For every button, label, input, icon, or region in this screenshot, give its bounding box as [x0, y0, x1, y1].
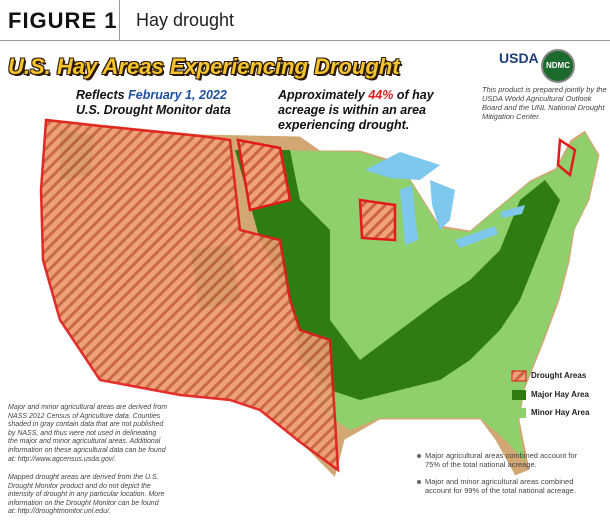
- text: experiencing drought.: [278, 118, 410, 132]
- text: Approximately: [278, 88, 365, 102]
- text-line: USDA World Agricultural Outlook: [482, 94, 592, 103]
- bullet-dot: [417, 480, 421, 484]
- header-title: Hay drought: [136, 10, 235, 30]
- legend-swatch: [511, 370, 527, 382]
- drought-area: [236, 138, 292, 212]
- bullet-dot: [417, 454, 421, 458]
- drought-area: [556, 137, 577, 178]
- lake: [430, 180, 455, 230]
- ndmc-logo: [541, 49, 575, 83]
- lake: [455, 226, 498, 248]
- text: acreage is within an area: [278, 103, 426, 117]
- text-line: the major and minor agricultural areas. …: [8, 438, 161, 446]
- text-line: Mitigation Center.: [482, 112, 541, 121]
- text-line: at: http://www.agcensus.usda.gov/.: [8, 455, 117, 463]
- note: Major and minor agricultural areas are d…: [8, 404, 167, 464]
- share: 44%: [368, 88, 394, 102]
- note: Mapped drought areas are derived from th…: [8, 474, 164, 517]
- header: [0, 0, 610, 41]
- text-line: Board and the UNL National Drought: [482, 103, 605, 112]
- legend-label: Minor Hay Area: [531, 408, 590, 417]
- text-line: information on these agricultural data c…: [8, 446, 166, 454]
- text-line: by NASS, and thus were not used in delin…: [8, 429, 157, 437]
- text-line: shaded in gray contain data that are not…: [8, 421, 164, 429]
- text-line: This product is prepared jointly by the: [482, 85, 607, 94]
- legend-swatch: [512, 408, 526, 418]
- text-line: intensity of drought in any particular l…: [8, 491, 165, 499]
- drought-area: [39, 118, 340, 473]
- usda-logo: USDA: [499, 50, 539, 66]
- text: Reflects: [76, 88, 125, 102]
- reflects: Reflects February 1, 2022 U.S. Drought M…: [76, 88, 231, 118]
- map-title: U.S. Hay Areas Experiencing Drought: [8, 54, 400, 79]
- text-line: Mapped drought areas are derived from th…: [8, 474, 159, 481]
- bullet: Major agricultural areas combined accoun…: [425, 451, 577, 469]
- map: [39, 48, 601, 484]
- usda-logo-box: [496, 48, 538, 78]
- ndmc-text: NDMC: [546, 61, 570, 70]
- text-line: Major and minor agricultural areas combi…: [425, 477, 574, 486]
- text-line: Major and minor agricultural areas are d…: [8, 404, 168, 411]
- credit: This product is prepared jointly by the U…: [482, 85, 607, 121]
- lake: [365, 152, 440, 180]
- lake: [400, 185, 418, 245]
- legend-swatch: [512, 390, 526, 400]
- lake: [500, 205, 525, 218]
- figure-label: FIGURE 1: [8, 8, 118, 33]
- text-line: account for 99% of the total national ac…: [425, 486, 576, 495]
- text-line: Major agricultural areas combined accoun…: [425, 451, 578, 460]
- text-line: at: http://droughtmonitor.unl.edu/.: [8, 508, 111, 516]
- legend-label: Drought Areas: [531, 371, 587, 380]
- date: February 1, 2022: [128, 88, 227, 102]
- text: U.S. Drought Monitor data: [76, 103, 231, 117]
- text-line: NASS 2012 Census of Agriculture data. Co…: [8, 412, 161, 420]
- legend-label: Major Hay Area: [531, 390, 589, 399]
- text-line: 75% of the total national acreage.: [425, 460, 537, 469]
- divider: [119, 0, 120, 40]
- annotation: Approximately 44% of hay acreage is with…: [278, 88, 434, 133]
- text-line: information on the Drought Monitor can b…: [8, 499, 159, 507]
- drought-area: [358, 198, 397, 242]
- text-line: Drought Monitor product and do not depic…: [8, 482, 151, 490]
- text: of hay: [396, 88, 434, 102]
- bullet: Major and minor agricultural areas combi…: [425, 477, 576, 495]
